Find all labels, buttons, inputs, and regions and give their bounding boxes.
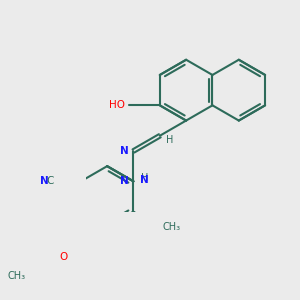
Text: N: N: [140, 175, 148, 185]
Text: C: C: [47, 176, 54, 186]
Text: CH₃: CH₃: [163, 222, 181, 232]
Text: N: N: [40, 176, 49, 186]
Text: O: O: [59, 252, 67, 262]
Text: HO: HO: [109, 100, 125, 110]
Text: N: N: [120, 146, 129, 156]
Text: H: H: [141, 173, 148, 183]
Text: H: H: [167, 135, 174, 145]
Text: N: N: [120, 176, 129, 186]
Text: CH₃: CH₃: [7, 271, 25, 281]
